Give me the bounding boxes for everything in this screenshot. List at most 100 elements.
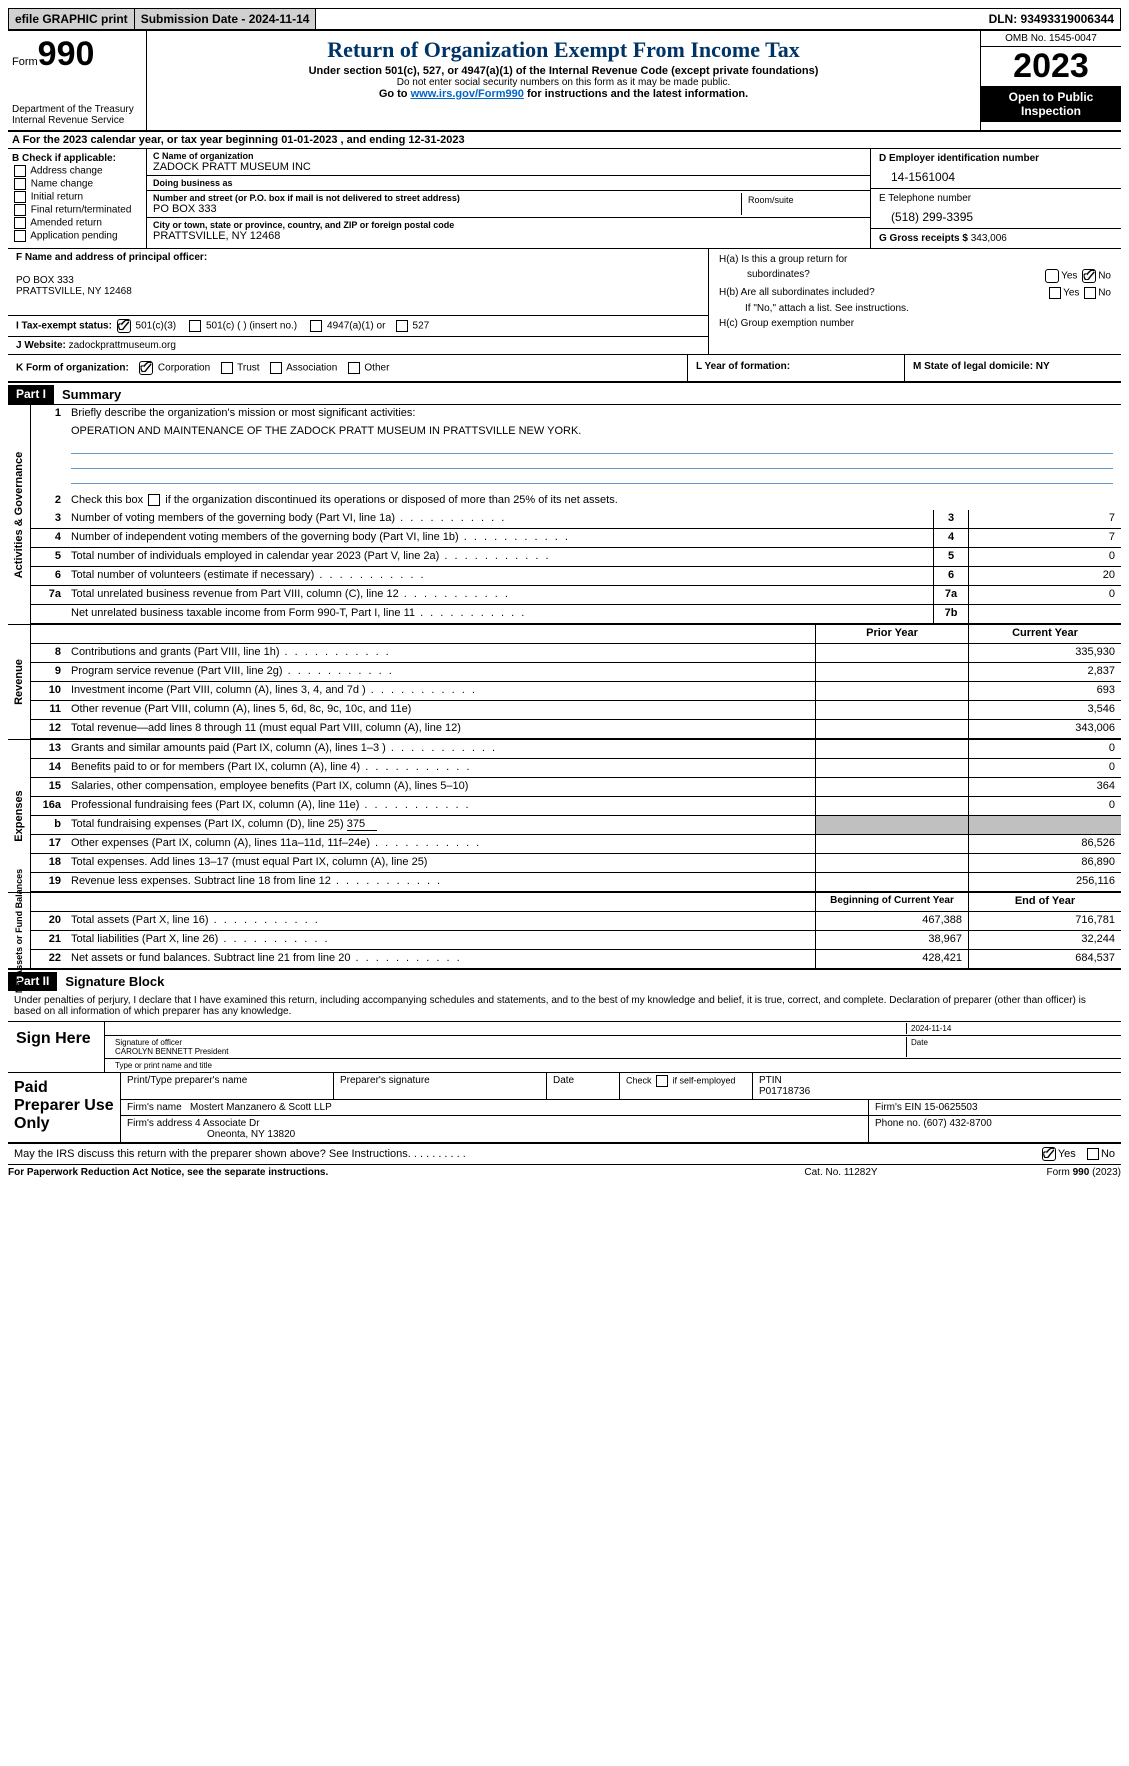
subtitle-2: Do not enter social security numbers on … (155, 77, 972, 88)
c10: 693 (968, 682, 1121, 700)
hb-yes[interactable] (1049, 287, 1061, 299)
officer-addr2: PRATTSVILLE, NY 12468 (16, 286, 700, 297)
gross-value: 343,006 (971, 233, 1007, 244)
discuss-yes[interactable] (1042, 1147, 1056, 1161)
i-label: I Tax-exempt status: (16, 321, 112, 332)
ptin-value: P01718736 (759, 1086, 810, 1097)
mission-text: OPERATION AND MAINTENANCE OF THE ZADOCK … (31, 423, 1121, 439)
firm-addr-label: Firm's address (127, 1118, 195, 1129)
discuss-no[interactable] (1087, 1148, 1099, 1160)
firm-ein-label: Firm's EIN (875, 1102, 924, 1113)
sign-here-label: Sign Here (8, 1022, 105, 1072)
open-public-2: Inspection (1021, 104, 1081, 118)
street-label: Number and street (or P.O. box if mail i… (153, 193, 741, 203)
v5: 0 (968, 548, 1121, 566)
city-value: PRATTSVILLE, NY 12468 (153, 230, 864, 242)
goto-pre: Go to (379, 88, 411, 100)
irs-link[interactable]: www.irs.gov/Form990 (411, 88, 524, 100)
col-b-checkboxes: B Check if applicable: Address change Na… (8, 149, 147, 248)
eoy-hdr: End of Year (968, 893, 1121, 911)
prep-date-label: Date (547, 1073, 620, 1099)
cb-4947[interactable] (310, 320, 322, 332)
form-title: Return of Organization Exempt From Incom… (155, 37, 972, 63)
firm-ein: 15-0625503 (924, 1102, 977, 1113)
cat-no: Cat. No. 11282Y (741, 1167, 941, 1178)
part2-title: Signature Block (57, 972, 172, 991)
line9: Program service revenue (Part VIII, line… (67, 663, 815, 681)
cb-self-emp[interactable] (656, 1075, 668, 1087)
line2: Check this box if the organization disco… (67, 492, 1121, 510)
officer-label: F Name and address of principal officer: (16, 252, 700, 263)
line22: Net assets or fund balances. Subtract li… (67, 950, 815, 968)
line8: Contributions and grants (Part VIII, lin… (67, 644, 815, 662)
c14: 0 (968, 759, 1121, 777)
firm-name: Mostert Manzanero & Scott LLP (190, 1102, 332, 1113)
form-header: Form990 Department of the Treasury Inter… (8, 31, 1121, 132)
cb-initial-return[interactable] (14, 191, 26, 203)
b21: 38,967 (815, 931, 968, 949)
e22: 684,537 (968, 950, 1121, 968)
line7b: Net unrelated business taxable income fr… (67, 605, 933, 623)
org-name: ZADOCK PRATT MUSEUM INC (153, 161, 864, 173)
omb-number: OMB No. 1545-0047 (981, 31, 1121, 47)
line15: Salaries, other compensation, employee b… (67, 778, 815, 796)
ein-label: D Employer identification number (879, 153, 1113, 164)
b22: 428,421 (815, 950, 968, 968)
officer-addr1: PO BOX 333 (16, 275, 700, 286)
line17: Other expenses (Part IX, column (A), lin… (67, 835, 815, 853)
cb-corp[interactable] (139, 361, 153, 375)
ha-yes[interactable] (1045, 269, 1059, 283)
cb-discontinued[interactable] (148, 494, 160, 506)
cb-app-pending[interactable] (14, 230, 26, 242)
open-public-1: Open to Public (1009, 90, 1094, 104)
curr-year-hdr: Current Year (968, 625, 1121, 643)
line10: Investment income (Part VIII, column (A)… (67, 682, 815, 700)
ha-label: H(a) Is this a group return for (719, 254, 847, 265)
prep-phone: (607) 432-8700 (923, 1118, 991, 1129)
ha-label2: subordinates? (719, 269, 810, 280)
c16a: 0 (968, 797, 1121, 815)
e20: 716,781 (968, 912, 1121, 930)
c17: 86,526 (968, 835, 1121, 853)
col-b-title: B Check if applicable: (12, 153, 142, 164)
e21: 32,244 (968, 931, 1121, 949)
cb-501c3[interactable] (117, 319, 131, 333)
l-label: L Year of formation: (696, 361, 790, 372)
line5: Total number of individuals employed in … (67, 548, 933, 566)
ein-value: 14-1561004 (879, 164, 1113, 184)
line12: Total revenue—add lines 8 through 11 (mu… (67, 720, 815, 738)
b20: 467,388 (815, 912, 968, 930)
hc-label: H(c) Group exemption number (719, 318, 854, 329)
k-label: K Form of organization: (16, 363, 129, 374)
c9: 2,837 (968, 663, 1121, 681)
side-rev: Revenue (8, 625, 31, 739)
ptin-label: PTIN (759, 1075, 782, 1086)
paid-preparer-label: Paid Preparer Use Only (8, 1073, 121, 1142)
cb-assoc[interactable] (270, 362, 282, 374)
cb-501c[interactable] (189, 320, 201, 332)
street-value: PO BOX 333 (153, 203, 741, 215)
cb-527[interactable] (396, 320, 408, 332)
hb-no[interactable] (1084, 287, 1096, 299)
cb-trust[interactable] (221, 362, 233, 374)
phone-value: (518) 299-3395 (879, 204, 1113, 224)
side-ag: Activities & Governance (8, 405, 31, 624)
room-suite-label: Room/suite (742, 193, 864, 215)
form-number: 990 (38, 35, 95, 73)
cb-other[interactable] (348, 362, 360, 374)
cb-final-return[interactable] (14, 204, 26, 216)
efile-print-button[interactable]: efile GRAPHIC print (9, 9, 135, 29)
line13: Grants and similar amounts paid (Part IX… (67, 740, 815, 758)
cb-address-change[interactable] (14, 165, 26, 177)
v3: 7 (968, 510, 1121, 528)
sig-officer-label: Signature of officer (115, 1038, 182, 1047)
gross-label: G Gross receipts $ (879, 233, 968, 244)
cb-amended[interactable] (14, 217, 26, 229)
ha-no[interactable] (1082, 269, 1096, 283)
part1-title: Summary (54, 385, 129, 404)
m-label: M State of legal domicile: NY (913, 361, 1050, 372)
cb-name-change[interactable] (14, 178, 26, 190)
hb-label: H(b) Are all subordinates included? (719, 287, 875, 298)
c11: 3,546 (968, 701, 1121, 719)
line21: Total liabilities (Part X, line 26) (67, 931, 815, 949)
